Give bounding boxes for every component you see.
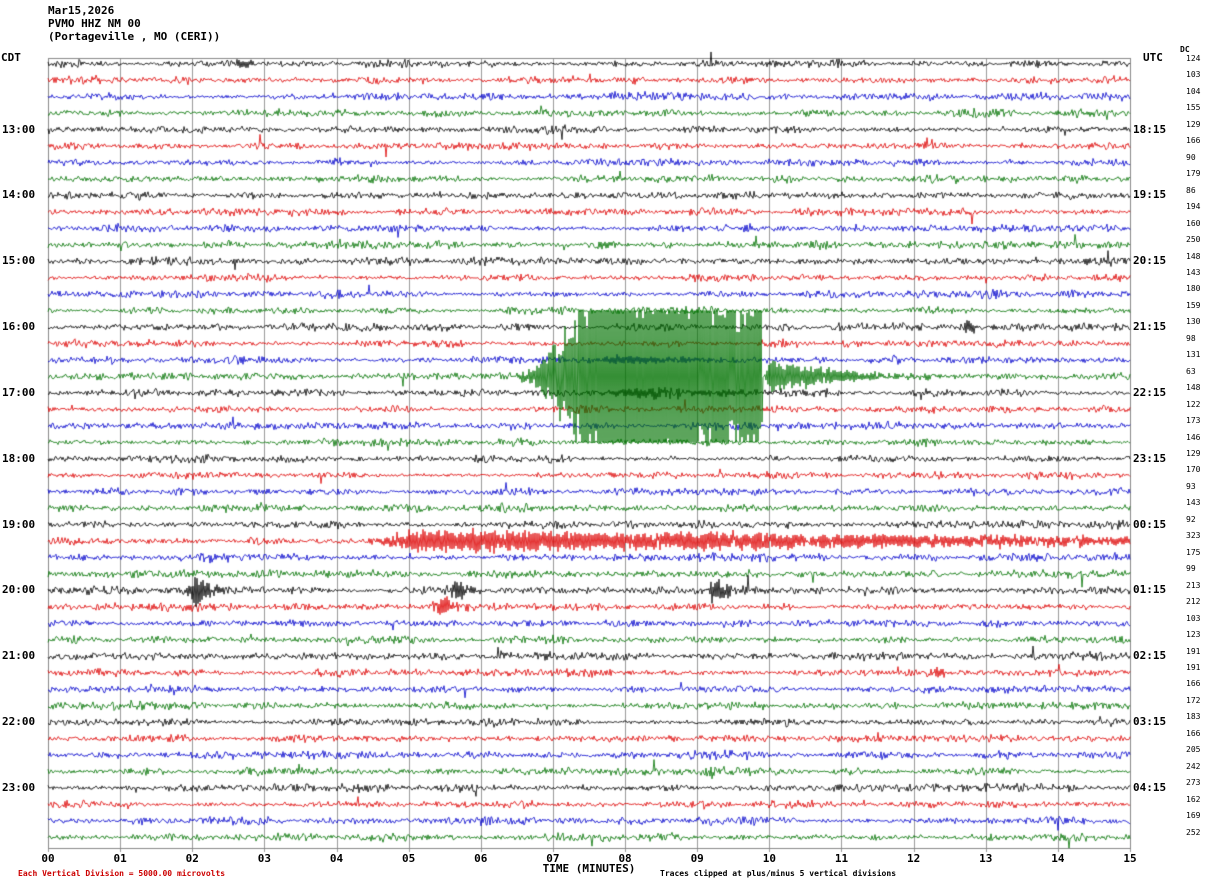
dc-value: 191 [1186,662,1201,672]
dc-value: 194 [1186,202,1201,212]
left-hour-label: 13:00 [2,122,36,136]
dc-value: 99 [1186,564,1196,574]
dc-value: 166 [1186,728,1201,738]
dc-value: 104 [1186,86,1201,96]
dc-value: 166 [1186,136,1201,146]
dc-value: 148 [1186,383,1201,393]
right-hour-label: 18:15 [1133,122,1167,136]
left-hour-label: 17:00 [2,385,36,399]
time-axis-label: TIME (MINUTES) [542,862,636,875]
dc-value: 205 [1186,745,1201,755]
left-hour-label: 15:00 [2,254,36,268]
dc-value: 166 [1186,679,1201,689]
x-tick-label: 03 [257,852,272,865]
dc-value: 169 [1186,811,1201,821]
dc-column-header: DC [1180,45,1190,54]
dc-value: 130 [1186,317,1201,327]
dc-value: 129 [1186,449,1201,458]
dc-value: 159 [1186,300,1201,310]
dc-value: 252 [1186,827,1201,837]
dc-value: 191 [1186,646,1201,656]
dc-value: 143 [1186,267,1201,277]
dc-value: 162 [1186,794,1201,804]
x-tick-label: 02 [185,852,199,865]
dc-value: 143 [1186,498,1201,508]
left-hour-label: 14:00 [2,188,36,202]
dc-value: 323 [1186,531,1201,541]
left-hour-label: 22:00 [2,715,36,729]
dc-value: 90 [1186,152,1196,162]
dc-value: 131 [1186,350,1201,360]
dc-value: 172 [1186,695,1201,705]
dc-value: 173 [1186,416,1201,426]
left-timezone-label: CDT [1,51,21,64]
dc-value: 93 [1186,481,1196,491]
right-hour-label: 19:15 [1133,188,1167,202]
dc-value: 179 [1186,169,1201,179]
dc-value: 213 [1186,580,1201,590]
x-tick-label: 00 [41,852,55,865]
right-timezone-label: UTC [1143,51,1163,64]
right-hour-label: 04:15 [1133,780,1167,794]
dc-value: 86 [1186,185,1196,195]
dc-value: 103 [1186,70,1201,80]
dc-value: 273 [1186,778,1201,788]
right-hour-label: 22:15 [1133,385,1167,399]
left-hour-label: 21:00 [2,649,36,663]
x-tick-label: 04 [329,852,344,865]
x-tick-label: 13 [979,852,993,865]
dc-value: 212 [1186,597,1201,607]
x-tick-label: 15 [1123,852,1137,865]
date-label: Mar15,2026 [48,4,115,17]
right-hour-label: 01:15 [1133,583,1167,597]
right-hour-label: 20:15 [1133,254,1167,268]
x-tick-label: 05 [402,852,416,865]
dc-value: 180 [1186,284,1201,294]
x-tick-label: 09 [690,852,704,865]
dc-value: 92 [1186,514,1196,524]
left-hour-label: 18:00 [2,451,36,465]
x-tick-label: 10 [762,852,776,865]
x-tick-label: 06 [474,852,488,865]
right-hour-label: 02:15 [1133,649,1167,663]
dc-value: 250 [1186,235,1201,245]
dc-value: 129 [1186,119,1201,129]
location-label: (Portageville , MO (CERI)) [48,30,221,43]
x-tick-label: 07 [546,852,560,865]
clipping-note: Traces clipped at plus/minus 5 vertical … [660,869,897,878]
right-hour-label: 21:15 [1133,320,1167,334]
right-hour-label: 03:15 [1133,715,1167,729]
dc-value: 124 [1186,54,1201,63]
right-hour-label: 00:15 [1133,517,1167,531]
x-tick-label: 12 [906,852,921,865]
x-tick-label: 11 [834,852,849,865]
dc-value: 155 [1186,103,1201,113]
dc-value: 146 [1186,432,1201,442]
x-tick-label: 14 [1051,852,1065,865]
dc-value: 122 [1186,399,1201,409]
dc-value: 98 [1186,333,1196,343]
left-hour-label: 20:00 [2,583,36,597]
dc-value: 242 [1186,761,1201,771]
left-hour-label: 23:00 [2,780,36,794]
vertical-division-note: Each Vertical Division = 5000.00 microvo… [18,869,226,878]
dc-value: 175 [1186,547,1201,557]
x-tick-label: 01 [113,852,127,865]
dc-value: 160 [1186,218,1201,228]
dc-value: 63 [1186,366,1196,376]
dc-value: 183 [1186,712,1201,722]
station-label: PVMO HHZ NM 00 [48,17,141,30]
dc-value: 170 [1186,465,1201,475]
dc-value: 123 [1186,630,1201,640]
left-hour-label: 16:00 [2,320,36,334]
right-hour-label: 23:15 [1133,451,1167,465]
left-hour-label: 19:00 [2,517,36,531]
x-tick-label: 08 [618,852,632,865]
dc-value: 148 [1186,251,1201,261]
dc-value: 103 [1186,613,1201,623]
